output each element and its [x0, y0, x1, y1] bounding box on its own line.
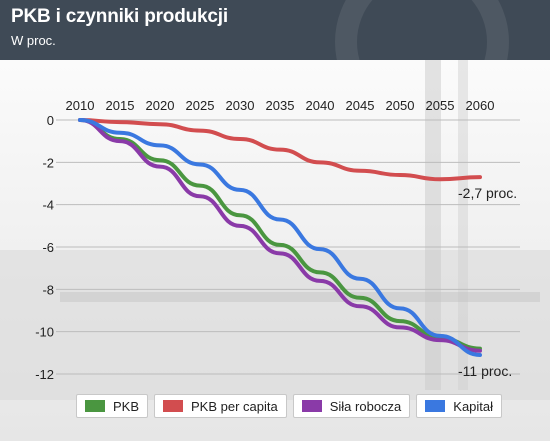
y-tick-label: -2 — [42, 155, 54, 170]
x-tick-label: 2050 — [386, 98, 415, 113]
photo-pillar-2 — [458, 60, 468, 390]
background-photo — [0, 60, 550, 400]
y-tick-label: -10 — [35, 325, 54, 340]
photo-pillar — [425, 60, 441, 390]
series-line-si-a-robocza — [78, 118, 482, 353]
legend-label-sila-robocza: Siła robocza — [329, 398, 402, 414]
legend-item-pkb-per-capita[interactable]: PKB per capita — [154, 394, 287, 418]
header-bar: PKB i czynniki produkcji W proc. — [0, 0, 550, 129]
x-tick-label: 2030 — [226, 98, 255, 113]
legend-label-kapital: Kapitał — [453, 398, 494, 414]
x-tick-label: 2020 — [146, 98, 175, 113]
legend-swatch-pkb-per-capita — [163, 400, 184, 412]
x-tick-label: 2040 — [306, 98, 335, 113]
x-tick-label: 2045 — [346, 98, 375, 113]
x-tick-label: 2025 — [186, 98, 215, 113]
legend-label-pkb: PKB — [113, 398, 140, 414]
series-line-pkb-per-capita — [78, 118, 482, 182]
chart-title: PKB i czynniki produkcji — [11, 6, 228, 27]
x-tick-label: 2010 — [66, 98, 95, 113]
legend-label-pkb-per-capita: PKB per capita — [191, 398, 278, 414]
y-tick-label: -8 — [42, 282, 54, 297]
photo-ground — [0, 250, 550, 400]
photo-beam — [60, 292, 540, 302]
x-tick-label: 2015 — [106, 98, 135, 113]
chart-subtitle: W proc. — [11, 33, 56, 48]
legend-swatch-pkb — [85, 400, 105, 412]
legend-swatch-sila-robocza — [301, 400, 322, 412]
y-tick-label: -12 — [35, 367, 54, 382]
y-tick-label: -6 — [42, 240, 54, 255]
legend-swatch-kapital — [425, 400, 446, 412]
series-line-pkb — [78, 118, 482, 351]
annotation-label: -2,7 proc. — [458, 185, 517, 201]
y-tick-label: 0 — [47, 113, 54, 128]
x-tick-label: 2035 — [266, 98, 295, 113]
legend-item-kapital[interactable]: Kapitał — [416, 394, 503, 418]
legend-item-pkb[interactable]: PKB — [76, 394, 149, 418]
series-line-kapita- — [78, 118, 482, 357]
annotation-label: -11 proc. — [458, 363, 512, 379]
y-tick-label: -4 — [42, 198, 54, 213]
x-tick-label: 2055 — [426, 98, 455, 113]
legend: PKB PKB per capita Siła robocza Kapitał — [76, 394, 503, 418]
legend-item-sila-robocza[interactable]: Siła robocza — [292, 394, 411, 418]
x-tick-label: 2060 — [466, 98, 495, 113]
